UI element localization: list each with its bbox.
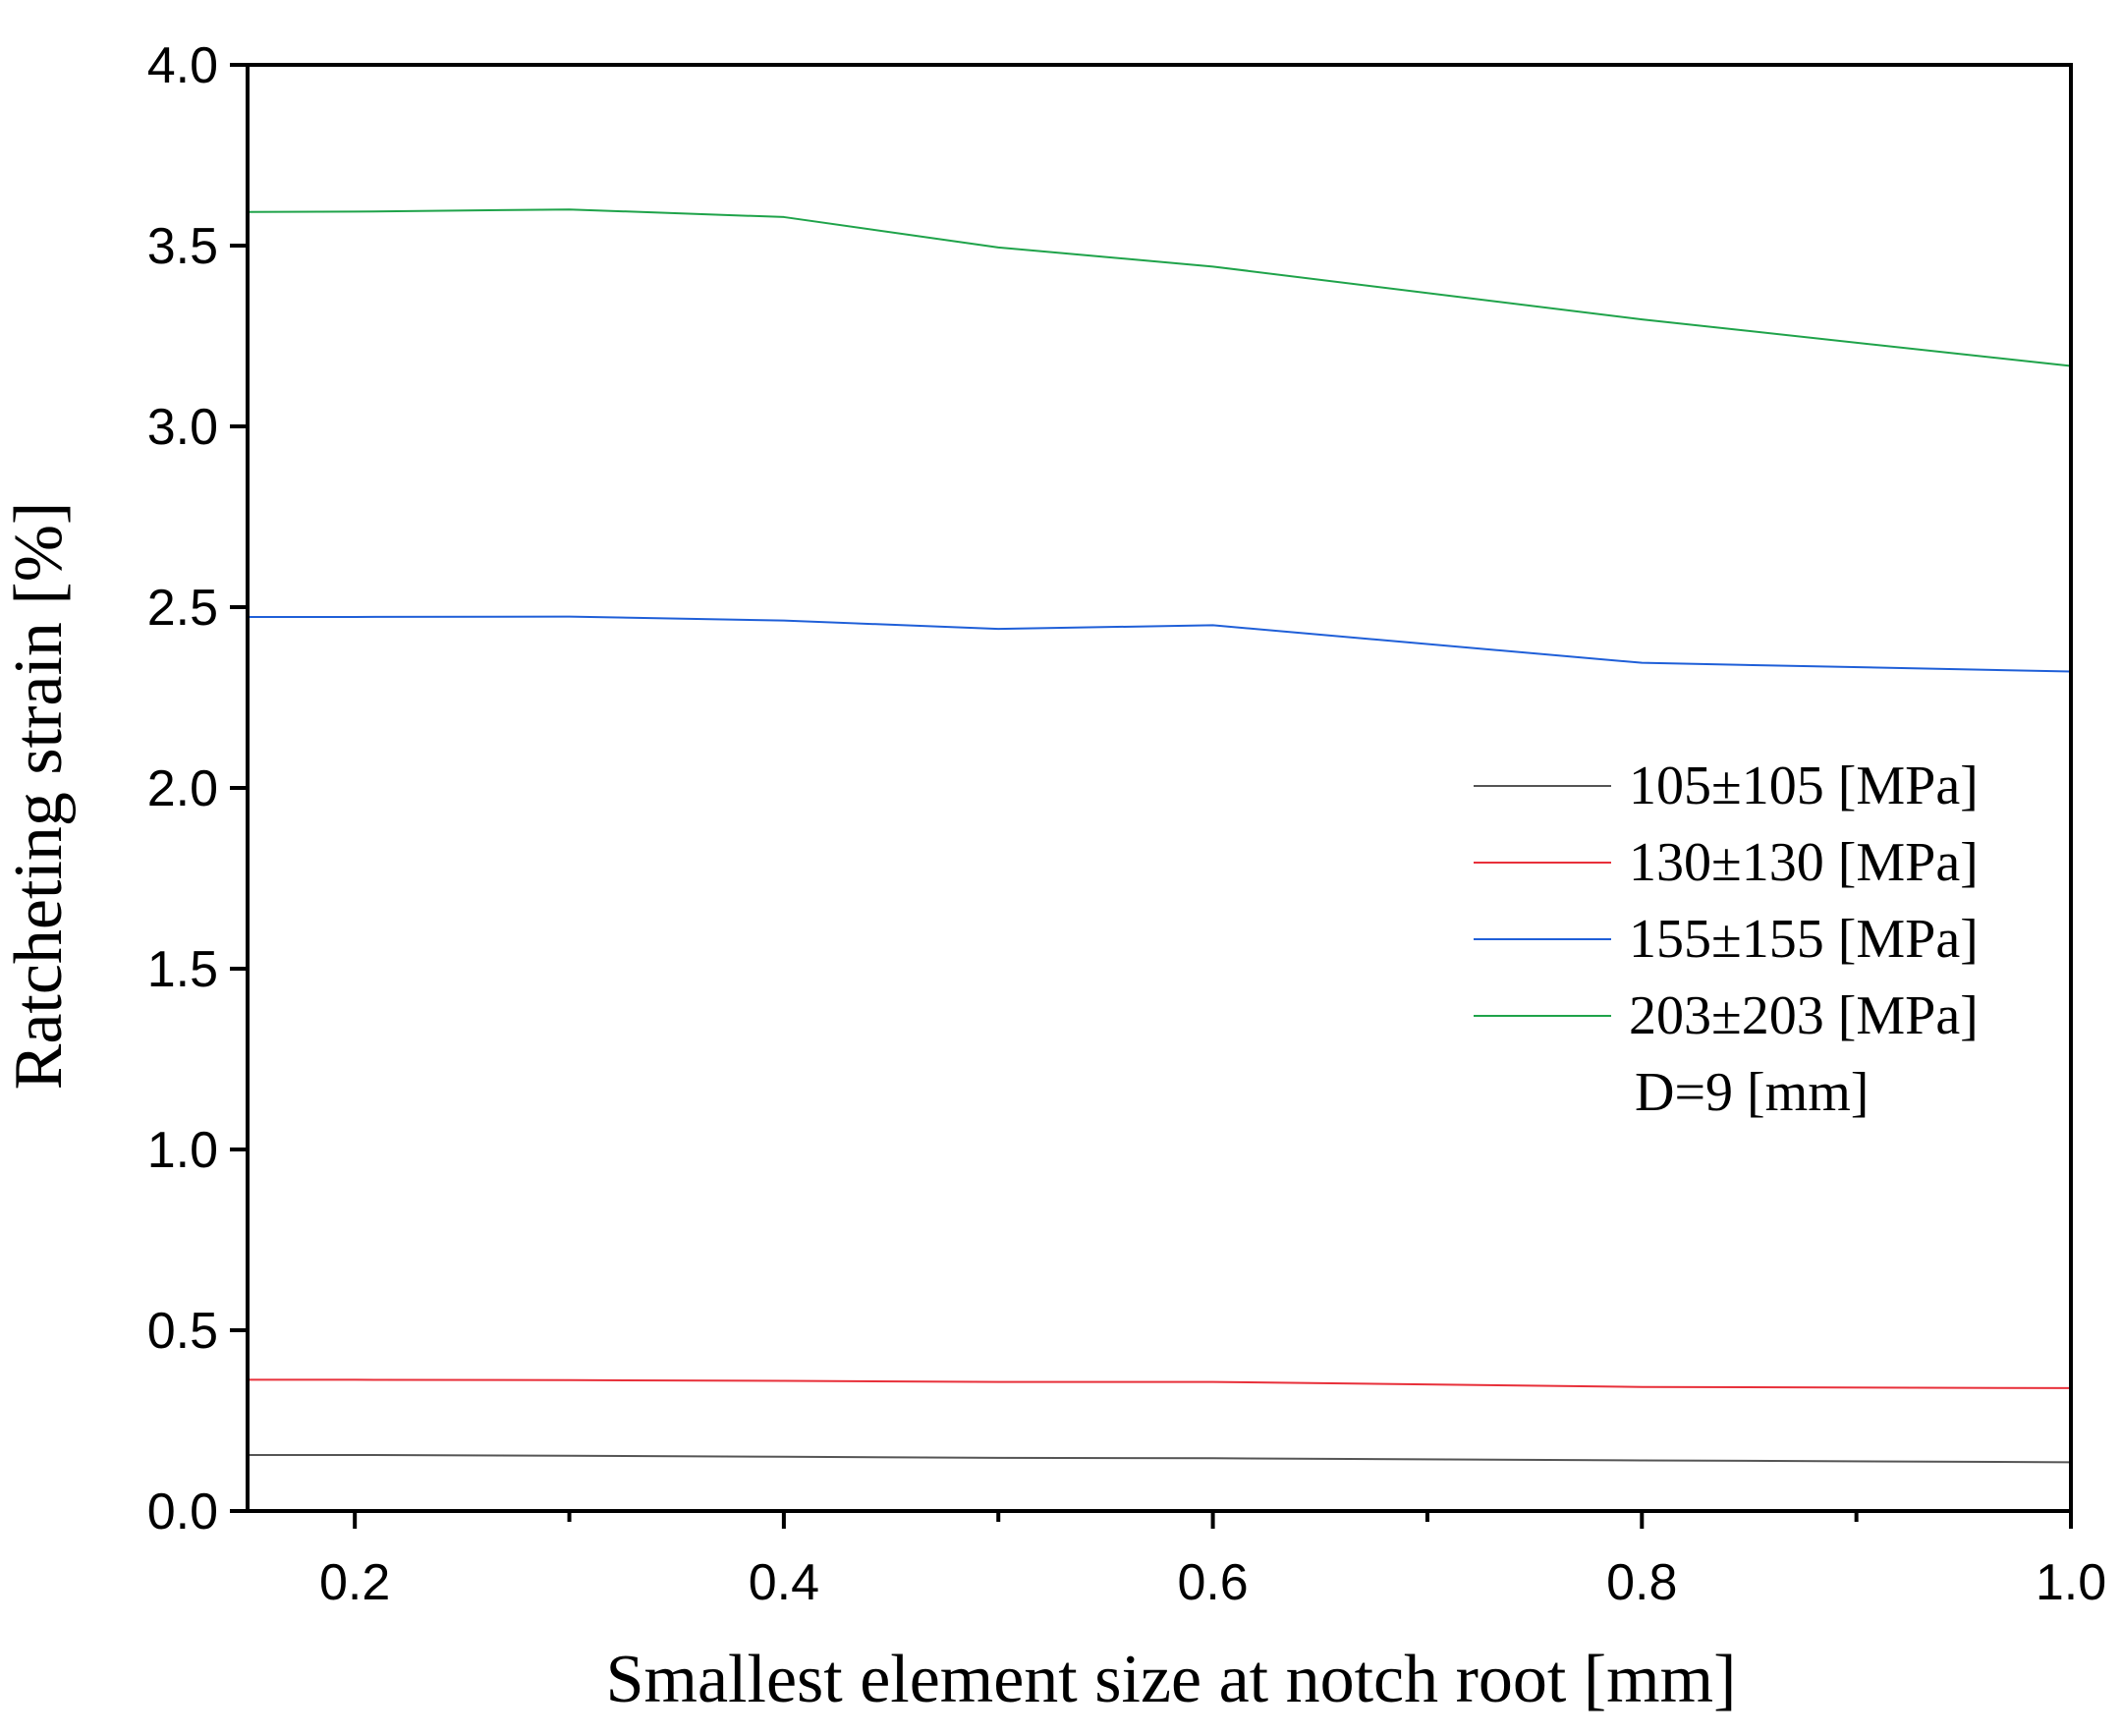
x-tick-label: 0.2 — [319, 1554, 390, 1611]
series-line-1 — [247, 1453, 2072, 1464]
y-tick-label: 1.0 — [147, 1122, 218, 1179]
x-axis-title: Smallest element size at notch root [mm] — [606, 1642, 1737, 1717]
legend-label-2: 130±130 [MPa] — [1629, 832, 1979, 893]
y-axis-title: Ratcheting strain [%] — [1, 502, 77, 1091]
legend-label-4: 203±203 [MPa] — [1629, 985, 1979, 1046]
series-line-3 — [247, 615, 2072, 673]
y-tick-label: 2.0 — [147, 760, 218, 817]
series-line-2 — [247, 1378, 2072, 1389]
x-tick-label: 0.6 — [1177, 1554, 1248, 1611]
x-tick-label: 1.0 — [2036, 1554, 2106, 1611]
y-tick-label: 1.5 — [147, 941, 218, 998]
y-tick-label: 0.5 — [147, 1303, 218, 1360]
y-tick-label: 3.0 — [147, 399, 218, 456]
y-tick-label: 2.5 — [147, 580, 218, 637]
y-tick-label: 0.0 — [147, 1484, 218, 1540]
legend-label-1: 105±105 [MPa] — [1629, 756, 1979, 816]
series-line-4 — [247, 208, 2072, 367]
x-tick-label: 0.8 — [1606, 1554, 1677, 1611]
legend-annotation: D=9 [mm] — [1635, 1062, 1869, 1123]
y-tick-label: 4.0 — [147, 37, 218, 94]
x-tick-label: 0.4 — [749, 1554, 819, 1611]
y-tick-label: 3.5 — [147, 218, 218, 275]
legend-label-3: 155±155 [MPa] — [1629, 909, 1979, 970]
